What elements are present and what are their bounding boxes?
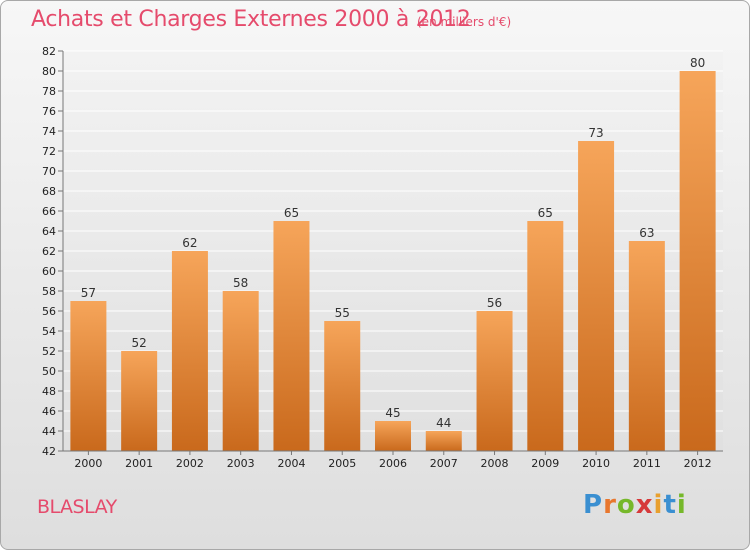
bar-2004 bbox=[273, 221, 310, 451]
bar-2008 bbox=[476, 311, 513, 451]
bar-value-label: 58 bbox=[233, 276, 248, 290]
x-tick-label: 2010 bbox=[582, 457, 610, 470]
bar-value-label: 56 bbox=[487, 296, 502, 310]
x-tick-label: 2007 bbox=[430, 457, 458, 470]
logo-letter: i bbox=[676, 490, 687, 520]
y-tick-label: 42 bbox=[42, 445, 56, 458]
bar-value-label: 55 bbox=[335, 306, 350, 320]
y-tick-label: 60 bbox=[42, 265, 56, 278]
x-tick-label: 2005 bbox=[328, 457, 356, 470]
y-tick-label: 66 bbox=[42, 205, 56, 218]
bar-value-label: 57 bbox=[81, 286, 96, 300]
x-tick-label: 2006 bbox=[379, 457, 407, 470]
bars: 57 52 62 58 65 55 45 44 56 65 73 63 80 bbox=[70, 56, 716, 451]
logo-letter: P bbox=[583, 490, 604, 520]
y-tick-label: 44 bbox=[42, 425, 56, 438]
bar-value-label: 80 bbox=[690, 56, 705, 70]
bar-value-label: 65 bbox=[538, 206, 553, 220]
bar-2007 bbox=[425, 431, 462, 451]
y-tick-label: 54 bbox=[42, 325, 56, 338]
commune-name: BLASLAY bbox=[37, 496, 117, 518]
y-tick-label: 72 bbox=[42, 145, 56, 158]
logo-letter: t bbox=[663, 490, 677, 520]
bar-value-label: 44 bbox=[436, 416, 451, 430]
y-axis-ticks: 42 44 46 48 50 52 54 56 58 60 62 64 66 68 70 72 74 76 78 80… bbox=[42, 45, 63, 458]
logo-letter: x bbox=[635, 490, 654, 520]
y-tick-label: 62 bbox=[42, 245, 56, 258]
y-tick-label: 50 bbox=[42, 365, 56, 378]
proxiti-logo[interactable]: Proxiti bbox=[583, 490, 687, 520]
y-tick-label: 52 bbox=[42, 345, 56, 358]
chart-title: Achats et Charges Externes 2000 à 2012 bbox=[31, 7, 471, 32]
logo-letter: o bbox=[616, 490, 636, 520]
bar-value-label: 52 bbox=[132, 336, 147, 350]
y-tick-label: 68 bbox=[42, 185, 56, 198]
bar-2000 bbox=[70, 301, 107, 451]
bar-value-label: 63 bbox=[639, 226, 654, 240]
bar-2003 bbox=[222, 291, 259, 451]
bar-2005 bbox=[324, 321, 361, 451]
y-tick-label: 56 bbox=[42, 305, 56, 318]
y-tick-label: 74 bbox=[42, 125, 56, 138]
x-axis-ticks: 2000 2001 2002 2003 2004 2005 2006 2007 2008 2009… bbox=[74, 451, 712, 470]
x-tick-label: 2002 bbox=[176, 457, 204, 470]
bar-2009 bbox=[527, 221, 564, 451]
y-tick-label: 82 bbox=[42, 45, 56, 58]
bar-2011 bbox=[628, 241, 665, 451]
y-tick-label: 46 bbox=[42, 405, 56, 418]
bar-2001 bbox=[121, 351, 158, 451]
bar-2010 bbox=[578, 141, 615, 451]
bar-value-label: 65 bbox=[284, 206, 299, 220]
y-tick-label: 48 bbox=[42, 385, 56, 398]
logo-letter: r bbox=[603, 490, 617, 520]
y-tick-label: 70 bbox=[42, 165, 56, 178]
x-tick-label: 2009 bbox=[531, 457, 559, 470]
bar-value-label: 45 bbox=[385, 406, 400, 420]
x-tick-label: 2012 bbox=[684, 457, 712, 470]
bar-2006 bbox=[375, 421, 411, 451]
bar-value-label: 62 bbox=[182, 236, 197, 250]
bar-value-label: 73 bbox=[588, 126, 603, 140]
x-tick-label: 2000 bbox=[74, 457, 102, 470]
chart-subtitle: (en milliers d'€) bbox=[417, 15, 512, 29]
x-tick-label: 2008 bbox=[481, 457, 509, 470]
y-tick-label: 80 bbox=[42, 65, 56, 78]
y-tick-label: 64 bbox=[42, 225, 56, 238]
bar-2012 bbox=[679, 71, 716, 451]
bar-2002 bbox=[171, 251, 208, 451]
y-tick-label: 58 bbox=[42, 285, 56, 298]
logo-letter: i bbox=[653, 490, 664, 520]
y-tick-label: 76 bbox=[42, 105, 56, 118]
x-tick-label: 2003 bbox=[227, 457, 255, 470]
x-tick-label: 2004 bbox=[277, 457, 305, 470]
x-tick-label: 2001 bbox=[125, 457, 153, 470]
x-tick-label: 2011 bbox=[633, 457, 661, 470]
y-tick-label: 78 bbox=[42, 85, 56, 98]
